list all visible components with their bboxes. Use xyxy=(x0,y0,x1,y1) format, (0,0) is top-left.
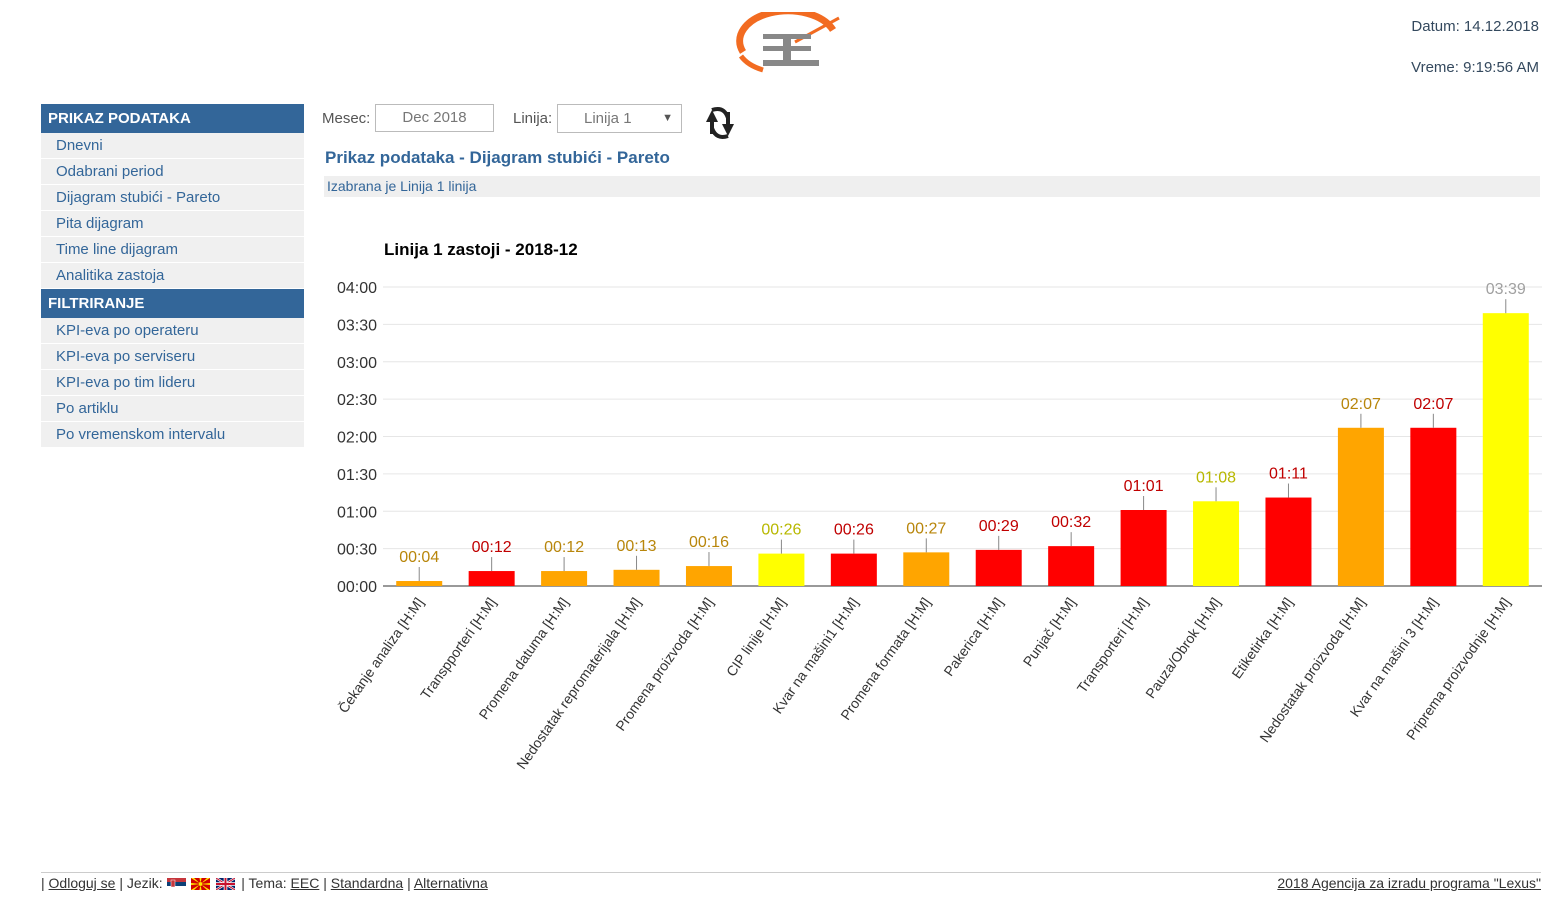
logout-link[interactable]: Odloguj se xyxy=(48,875,116,891)
macedonian-flag-icon[interactable] xyxy=(191,878,211,890)
x-tick-label: Transpporteri [H:M] xyxy=(417,595,499,703)
sidebar-item-kpi-operater[interactable]: KPI-eva po operateru xyxy=(41,318,304,344)
data-label: 00:29 xyxy=(979,518,1019,535)
sidebar-item-time-line[interactable]: Time line dijagram xyxy=(41,237,304,263)
sidebar: PRIKAZ PODATAKA Dnevni Odabrani period D… xyxy=(41,104,304,448)
y-tick-label: 00:30 xyxy=(337,542,377,559)
sidebar-item-kpi-tim-lider[interactable]: KPI-eva po tim lideru xyxy=(41,370,304,396)
bar[interactable] xyxy=(1337,427,1384,586)
y-tick-label: 04:00 xyxy=(337,280,377,297)
y-tick-label: 03:30 xyxy=(337,317,377,334)
sidebar-section-prikaz-podataka: PRIKAZ PODATAKA xyxy=(41,104,304,133)
data-label: 00:27 xyxy=(906,520,946,537)
y-tick-label: 00:00 xyxy=(337,579,377,596)
footer: | Odloguj se | Jezik: | Tema: EEC | Stan… xyxy=(41,875,1541,891)
data-label: 00:26 xyxy=(834,522,874,539)
theme-label: Tema: xyxy=(248,875,287,891)
data-label: 00:13 xyxy=(617,538,657,555)
datetime-panel: Datum: 14.12.2018 Vreme: 9:19:56 AM xyxy=(1411,18,1539,100)
bar[interactable] xyxy=(1265,497,1312,586)
bar[interactable] xyxy=(1410,427,1457,586)
bar[interactable] xyxy=(1193,501,1240,586)
bar[interactable] xyxy=(758,553,805,586)
x-tick-label: CIP linije [H:M] xyxy=(723,595,789,680)
chevron-down-icon: ▼ xyxy=(662,112,673,124)
y-tick-label: 02:00 xyxy=(337,430,377,447)
theme-standardna-link[interactable]: Standardna xyxy=(330,875,404,891)
theme-alternativna-link[interactable]: Alternativna xyxy=(413,875,488,891)
sidebar-item-dnevni[interactable]: Dnevni xyxy=(41,133,304,159)
x-tick-label: Etiketirka [H:M] xyxy=(1228,595,1296,682)
sidebar-item-odabrani-period[interactable]: Odabrani period xyxy=(41,159,304,185)
y-tick-label: 01:00 xyxy=(337,504,377,521)
y-tick-label: 03:00 xyxy=(337,355,377,372)
data-label: 00:12 xyxy=(472,539,512,556)
page-title: Prikaz podataka - Dijagram stubići - Par… xyxy=(325,148,670,167)
data-label: 02:07 xyxy=(1413,396,1453,413)
data-label: 00:04 xyxy=(399,549,439,566)
bar[interactable] xyxy=(1120,510,1167,586)
main-content: Mesec: Dec 2018 Linija: Linija 1 ▼ Prika… xyxy=(320,104,1542,197)
month-input[interactable]: Dec 2018 xyxy=(375,104,494,132)
bar[interactable] xyxy=(396,581,443,586)
gauge-logo-icon xyxy=(736,12,840,73)
info-bar: Izabrana je Linija 1 linija xyxy=(324,176,1540,197)
y-tick-label: 02:30 xyxy=(337,392,377,409)
theme-eec-link[interactable]: EEC xyxy=(290,875,320,891)
sidebar-item-po-artiklu[interactable]: Po artiklu xyxy=(41,396,304,422)
data-label: 01:08 xyxy=(1196,469,1236,486)
x-tick-label: Čekanje analiza [H:M] xyxy=(335,595,427,716)
data-label: 00:32 xyxy=(1051,514,1091,531)
copyright-link[interactable]: 2018 Agencija za izradu programa "Lexus" xyxy=(1277,875,1541,891)
x-tick-label: Transporteri [H:M] xyxy=(1074,595,1152,696)
x-tick-label: Nedostatak repromaterijala [H:M] xyxy=(513,595,644,772)
chart-title: Linija 1 zastoji - 2018-12 xyxy=(384,240,578,259)
bar[interactable] xyxy=(903,552,950,586)
footer-separator: | xyxy=(241,875,245,891)
sidebar-section-filtriranje: FILTRIRANJE xyxy=(41,289,304,318)
filter-bar: Mesec: Dec 2018 Linija: Linija 1 ▼ xyxy=(320,104,1542,144)
footer-divider xyxy=(41,872,1541,873)
month-label: Mesec: xyxy=(322,110,371,127)
bar[interactable] xyxy=(468,571,515,586)
line-select-value: Linija 1 xyxy=(584,110,632,127)
footer-separator: | xyxy=(407,875,411,891)
bar[interactable] xyxy=(1048,546,1095,586)
bar[interactable] xyxy=(541,571,588,586)
line-label: Linija: xyxy=(513,110,553,127)
date-text: Datum: 14.12.2018 xyxy=(1411,18,1539,35)
bar[interactable] xyxy=(685,566,732,586)
bar[interactable] xyxy=(975,549,1022,586)
footer-separator: | xyxy=(41,875,45,891)
sidebar-item-analitika-zastoja[interactable]: Analitika zastoja xyxy=(41,263,304,289)
sidebar-item-kpi-serviser[interactable]: KPI-eva po serviseru xyxy=(41,344,304,370)
data-label: 02:07 xyxy=(1341,396,1381,413)
x-tick-label: Pakerica [H:M] xyxy=(940,595,1006,679)
refresh-arrows-icon[interactable] xyxy=(700,104,740,142)
sidebar-item-dijagram-pareto[interactable]: Dijagram stubići - Pareto xyxy=(41,185,304,211)
data-label: 03:39 xyxy=(1486,281,1526,298)
data-label: 00:12 xyxy=(544,539,584,556)
sidebar-item-po-vremenskom-intervalu[interactable]: Po vremenskom intervalu xyxy=(41,422,304,448)
pareto-chart: Linija 1 zastoji - 2018-12 00:00 00:30 01:… xyxy=(335,240,1542,772)
data-label: 01:11 xyxy=(1269,466,1308,483)
data-label: 00:26 xyxy=(761,522,801,539)
x-tick-label: Pauza/Obrok [H:M] xyxy=(1142,595,1223,702)
sidebar-item-pita-dijagram[interactable]: Pita dijagram xyxy=(41,211,304,237)
footer-separator: | xyxy=(323,875,327,891)
footer-separator: | xyxy=(119,875,123,891)
data-label: 00:16 xyxy=(689,534,729,551)
time-text: Vreme: 9:19:56 AM xyxy=(1411,59,1539,76)
line-select[interactable]: Linija 1 ▼ xyxy=(557,104,682,133)
data-label: 01:01 xyxy=(1124,478,1164,495)
x-tick-label: Punjač [H:M] xyxy=(1020,595,1079,670)
language-label: Jezik: xyxy=(126,875,163,891)
uk-flag-icon[interactable] xyxy=(216,878,236,890)
y-tick-label: 01:30 xyxy=(337,467,377,484)
bar[interactable] xyxy=(1482,313,1529,586)
bar[interactable] xyxy=(830,553,877,586)
serbian-flag-icon[interactable] xyxy=(166,878,186,890)
bar[interactable] xyxy=(613,569,660,586)
